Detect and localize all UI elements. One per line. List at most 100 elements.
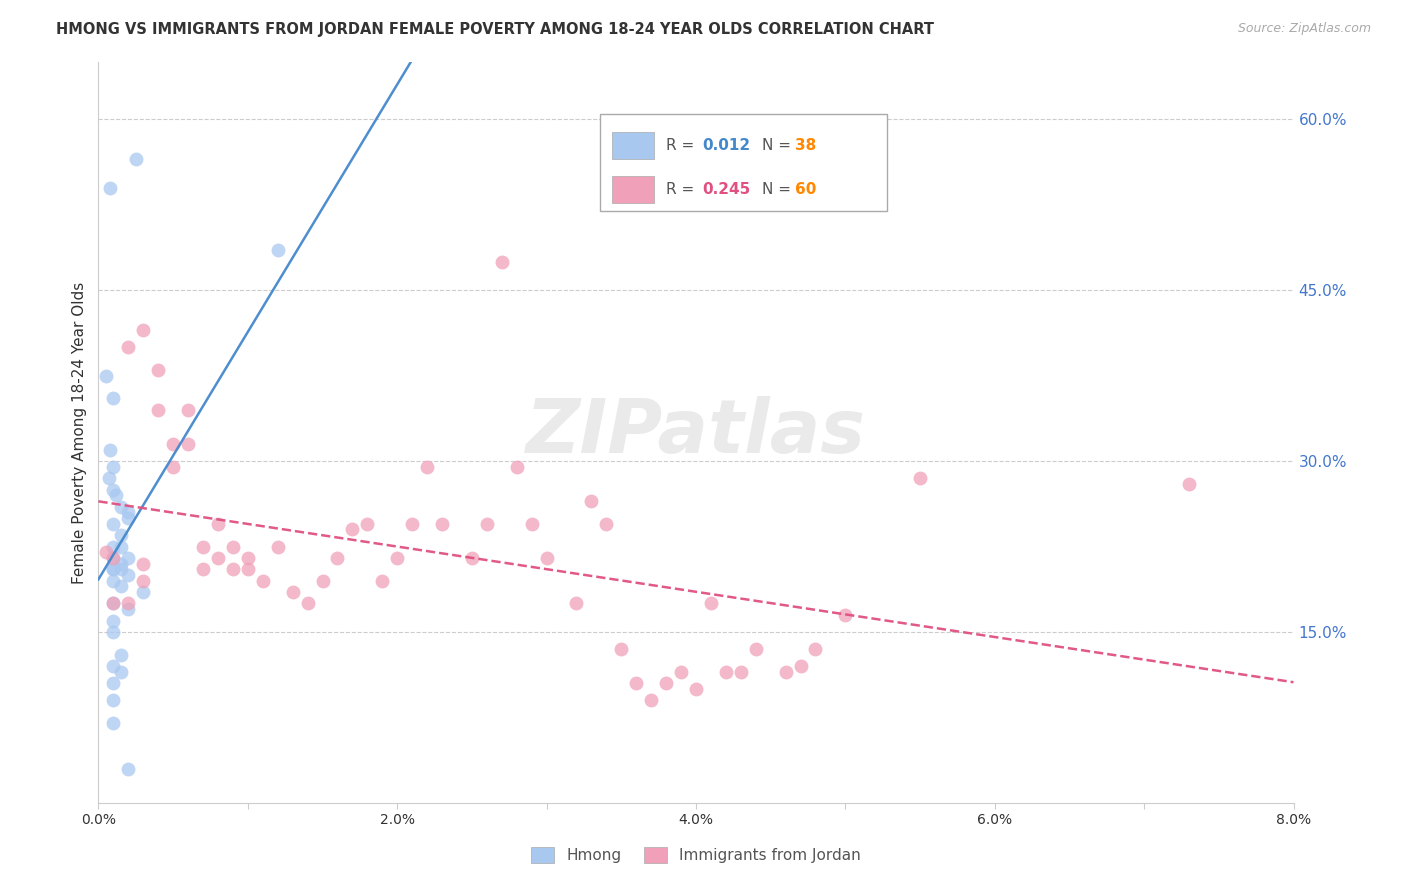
Point: [117, 511, 139, 525]
Text: 0.012: 0.012: [702, 137, 749, 153]
Point: [385, 550, 409, 565]
Point: [117, 550, 139, 565]
Point: [177, 437, 200, 451]
Point: [132, 585, 155, 599]
FancyBboxPatch shape: [613, 132, 654, 159]
Point: [103, 550, 125, 565]
Point: [536, 550, 558, 565]
Point: [103, 392, 125, 406]
Text: 60: 60: [796, 182, 817, 197]
Point: [669, 665, 692, 679]
Point: [475, 516, 498, 531]
Text: N =: N =: [762, 182, 796, 197]
Point: [714, 665, 737, 679]
Point: [520, 516, 543, 531]
Point: [700, 597, 723, 611]
Point: [117, 602, 139, 616]
Point: [267, 244, 290, 258]
Point: [132, 574, 155, 588]
Point: [103, 614, 125, 628]
Text: R =: R =: [666, 137, 699, 153]
Point: [103, 716, 125, 731]
Point: [117, 505, 139, 519]
Point: [311, 574, 333, 588]
Point: [191, 540, 214, 554]
Text: ZIPatlas: ZIPatlas: [526, 396, 866, 469]
Point: [110, 500, 132, 514]
Point: [103, 597, 125, 611]
Point: [506, 459, 529, 474]
Point: [222, 562, 245, 576]
Point: [103, 483, 125, 497]
Point: [110, 557, 132, 571]
Point: [222, 540, 245, 554]
Point: [132, 323, 155, 337]
Point: [98, 442, 122, 457]
Point: [236, 562, 259, 576]
FancyBboxPatch shape: [600, 114, 887, 211]
Point: [207, 550, 229, 565]
Text: N =: N =: [762, 137, 796, 153]
Point: [103, 676, 125, 690]
Point: [103, 550, 125, 565]
Point: [117, 597, 139, 611]
Point: [117, 340, 139, 354]
Point: [110, 562, 132, 576]
Point: [105, 488, 128, 502]
Point: [371, 574, 394, 588]
Text: R =: R =: [666, 182, 699, 197]
Point: [640, 693, 662, 707]
FancyBboxPatch shape: [613, 176, 654, 202]
Point: [103, 624, 125, 639]
Point: [356, 516, 378, 531]
Point: [94, 545, 117, 559]
Point: [789, 659, 811, 673]
Point: [103, 459, 125, 474]
Text: Source: ZipAtlas.com: Source: ZipAtlas.com: [1237, 22, 1371, 36]
Point: [430, 516, 453, 531]
Point: [834, 607, 856, 622]
Point: [730, 665, 752, 679]
Point: [125, 153, 148, 167]
Point: [103, 540, 125, 554]
Point: [103, 574, 125, 588]
Point: [132, 557, 155, 571]
Point: [401, 516, 423, 531]
Point: [416, 459, 439, 474]
Point: [281, 585, 304, 599]
Point: [103, 562, 125, 576]
Legend: Hmong, Immigrants from Jordan: Hmong, Immigrants from Jordan: [524, 841, 868, 869]
Point: [610, 642, 633, 657]
Point: [94, 368, 117, 383]
Point: [162, 437, 184, 451]
Point: [685, 681, 707, 696]
Text: 38: 38: [796, 137, 817, 153]
Point: [207, 516, 229, 531]
Point: [491, 254, 513, 268]
Point: [236, 550, 259, 565]
Point: [103, 597, 125, 611]
Point: [110, 648, 132, 662]
Point: [191, 562, 214, 576]
Point: [908, 471, 931, 485]
Point: [267, 540, 290, 554]
Point: [97, 471, 120, 485]
Point: [110, 665, 132, 679]
Point: [117, 568, 139, 582]
Point: [297, 597, 319, 611]
Point: [326, 550, 349, 565]
Point: [162, 459, 184, 474]
Point: [1178, 476, 1201, 491]
Point: [177, 402, 200, 417]
Point: [103, 693, 125, 707]
Point: [595, 516, 617, 531]
Point: [775, 665, 797, 679]
Point: [626, 676, 648, 690]
Point: [655, 676, 678, 690]
Point: [252, 574, 274, 588]
Point: [804, 642, 827, 657]
Point: [110, 528, 132, 542]
Text: HMONG VS IMMIGRANTS FROM JORDAN FEMALE POVERTY AMONG 18-24 YEAR OLDS CORRELATION: HMONG VS IMMIGRANTS FROM JORDAN FEMALE P…: [56, 22, 934, 37]
Point: [342, 523, 364, 537]
Point: [117, 762, 139, 776]
